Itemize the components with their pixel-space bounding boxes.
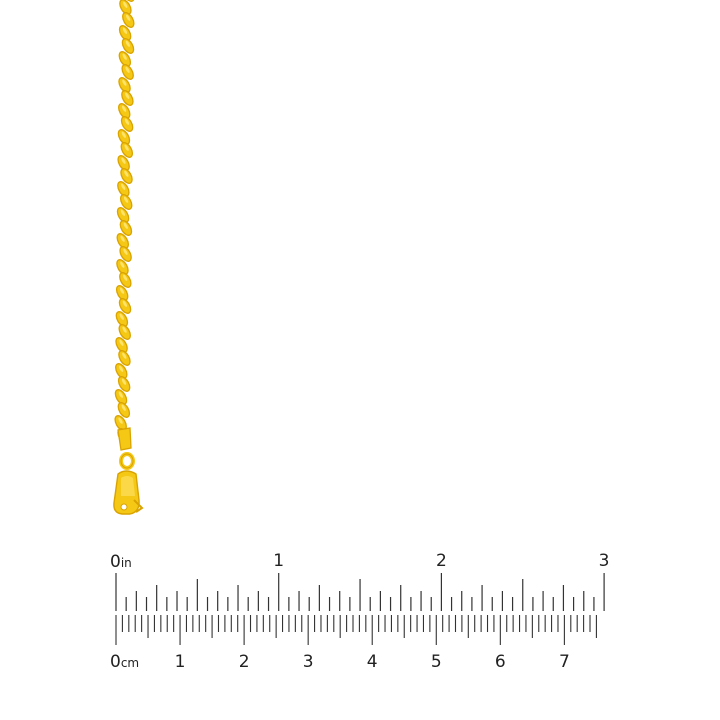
cm-label-2: 2 [239,652,250,672]
link-highlight [123,274,128,281]
link-highlight [121,105,127,112]
cm-label-5: 5 [431,652,442,672]
link-highlight [120,261,125,268]
end-cap [117,427,132,451]
link-highlight [120,235,125,242]
link-highlight [122,352,127,359]
inch-label-0: 0in [110,552,132,572]
link-highlight [122,79,127,86]
link-highlight [122,326,127,333]
clasp-opening [120,503,128,511]
link-highlight [121,131,126,138]
cm-label-0: 0cm [110,652,139,672]
link-highlight [120,209,126,216]
link-highlight [122,27,128,34]
link-highlight [119,339,124,346]
inch-label-3: 3 [599,551,610,571]
link-highlight [121,157,126,164]
link-highlight [122,300,128,307]
cm-label-3: 3 [303,652,314,672]
cm-label-4: 4 [367,652,378,672]
link-highlight [119,365,124,372]
cm-label-1: 1 [175,652,186,672]
cm-label-7: 7 [559,652,570,672]
link-highlight [122,53,127,60]
link-highlight [123,196,129,203]
link-highlight [126,14,131,21]
link-highlight [124,170,129,177]
link-highlight [125,40,130,47]
clasp-highlight [121,476,135,496]
inch-label-1: 1 [273,551,284,571]
link-highlight [123,222,128,229]
link-highlight [118,391,123,398]
link-highlight [124,118,130,125]
link-highlight [118,417,123,424]
link-highlight [119,287,125,294]
link-highlight [125,92,130,99]
link-highlight [123,1,128,8]
link-highlight [123,248,128,255]
link-highlight [121,378,127,385]
clasp-trigger [133,499,144,513]
link-highlight [121,183,126,190]
inch-label-2: 2 [436,551,447,571]
link-highlight [121,404,126,411]
link-highlight [119,313,124,320]
chain-link [122,0,135,2]
cm-label-6: 6 [495,652,506,672]
link-highlight [125,66,130,73]
link-highlight [124,144,129,151]
jump-ring-edge [120,453,134,469]
